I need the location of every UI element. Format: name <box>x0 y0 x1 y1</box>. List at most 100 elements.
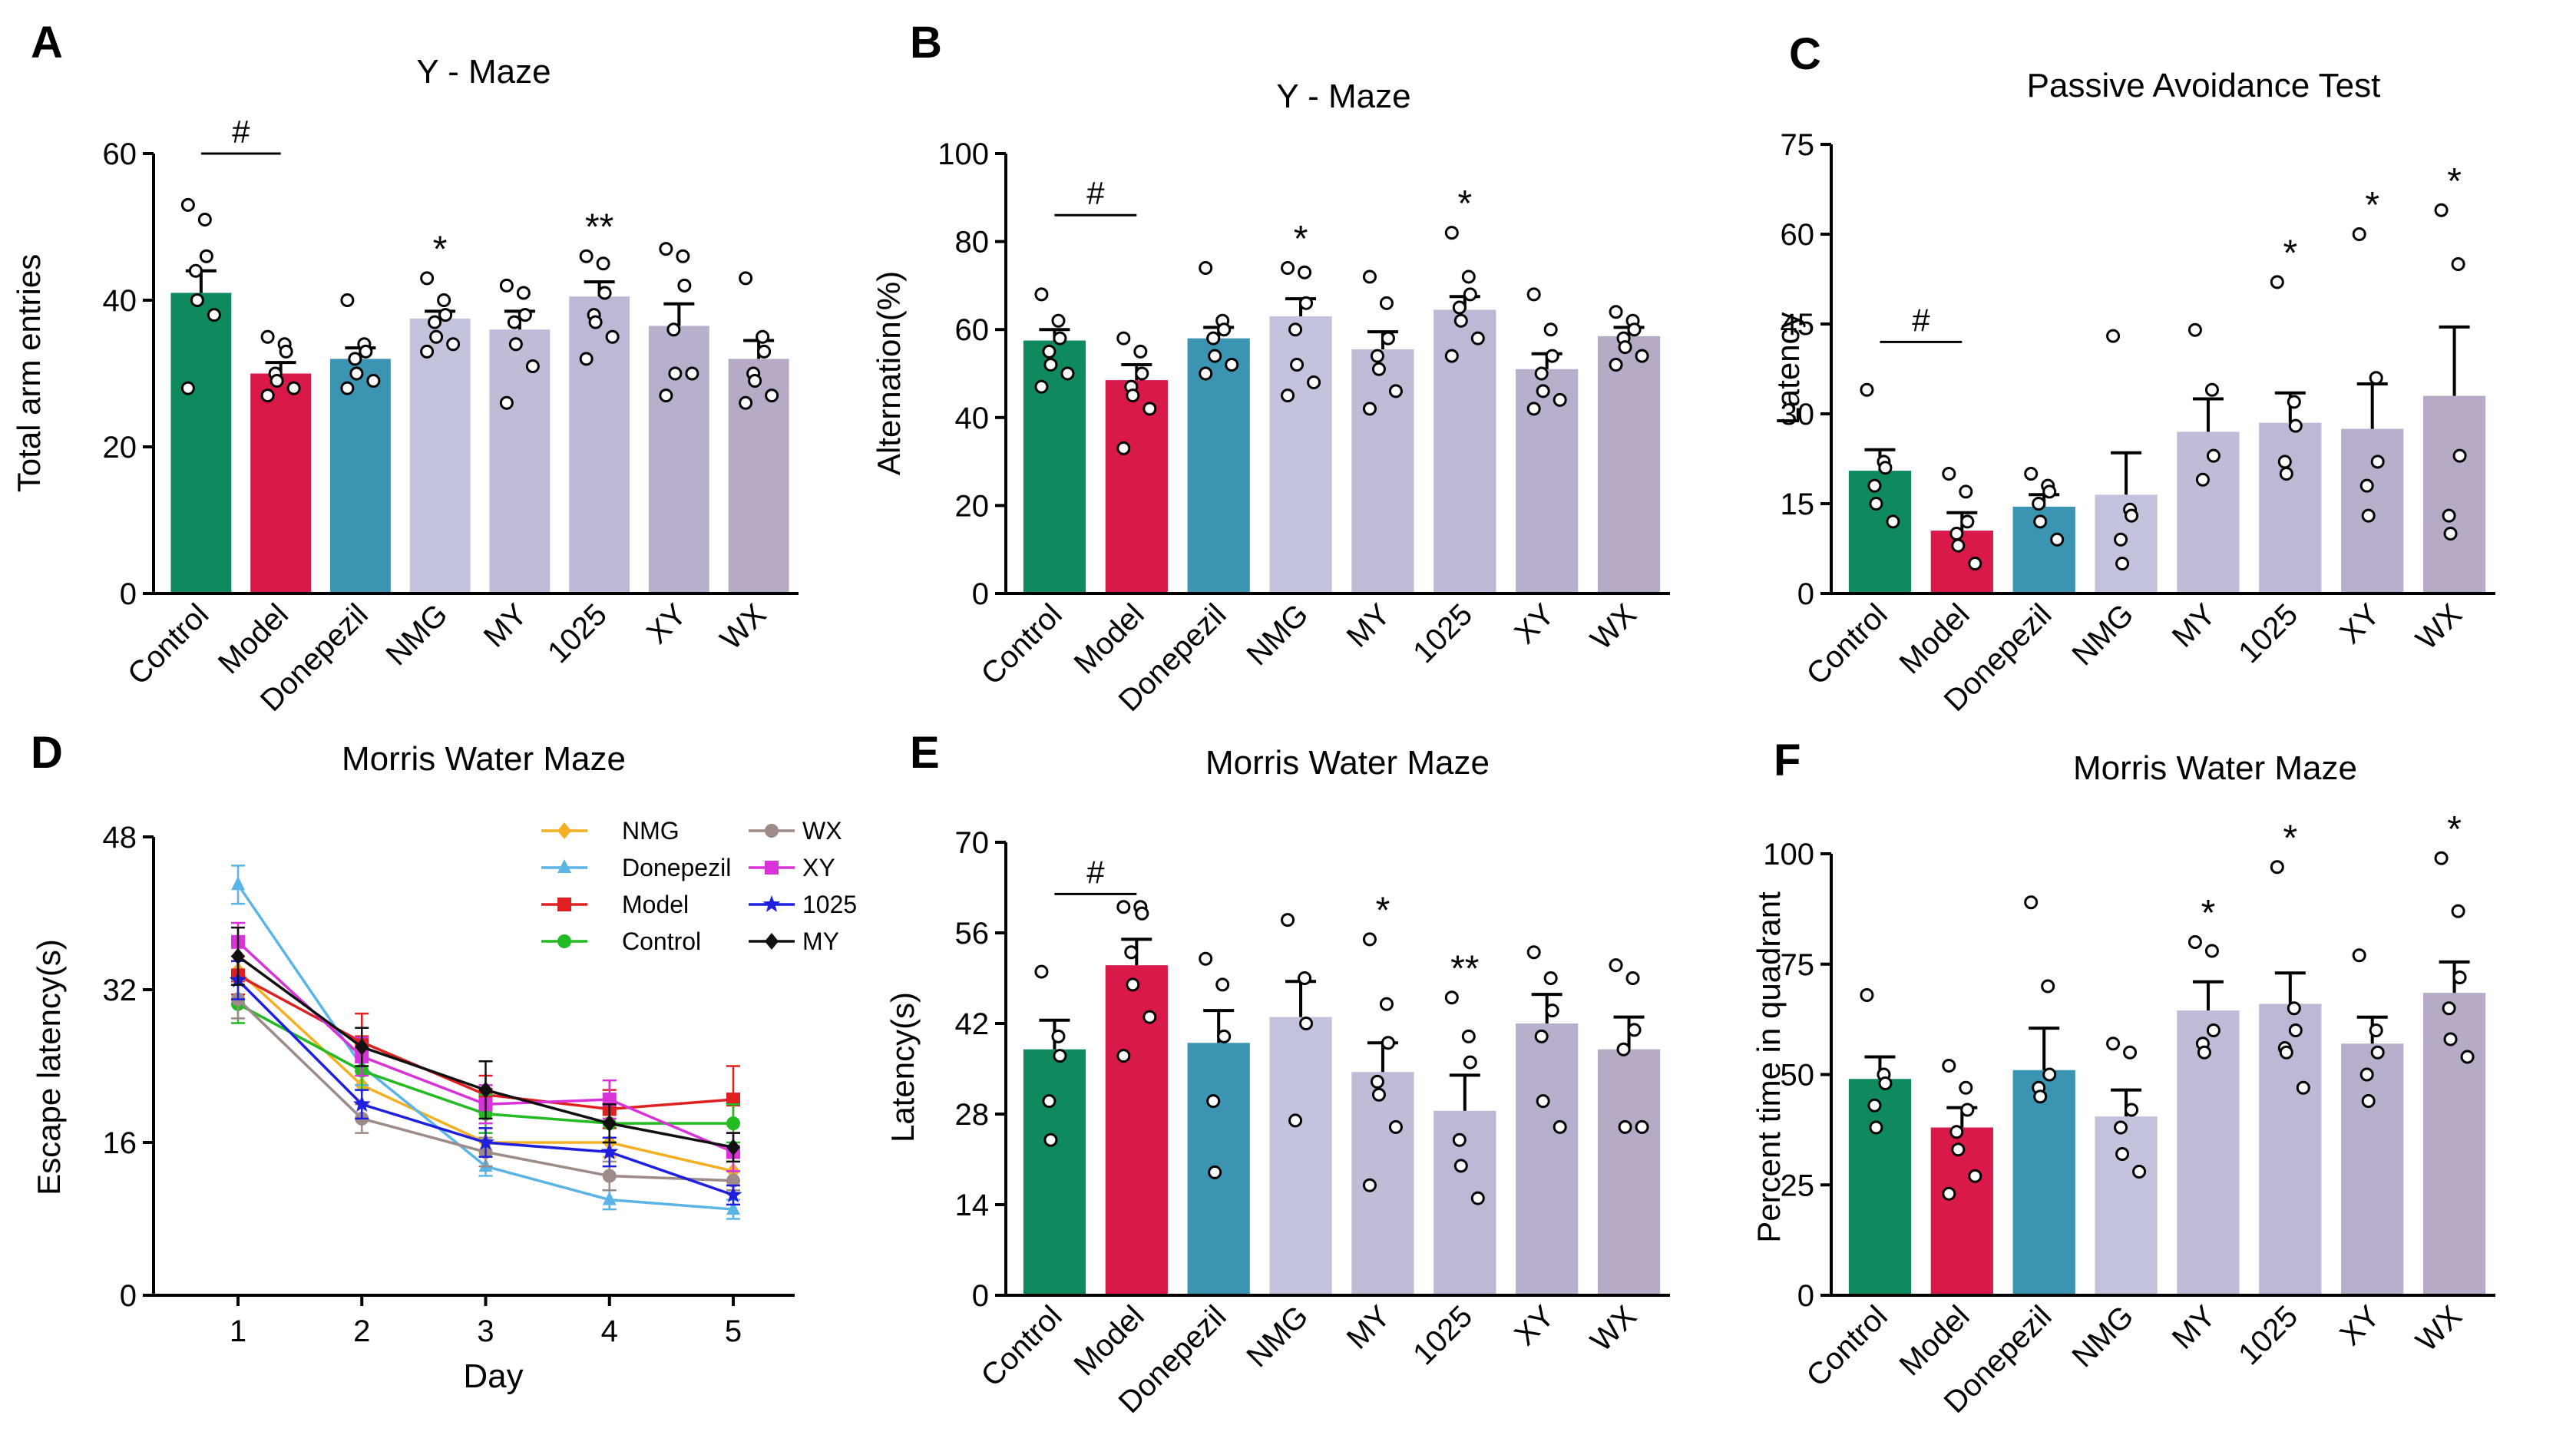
significance-star: * <box>2365 185 2379 226</box>
data-point <box>507 315 521 329</box>
y-tick-label: 100 <box>1763 838 1814 871</box>
data-point <box>1869 497 1883 511</box>
bar-xy <box>2341 1043 2404 1294</box>
data-point <box>1053 331 1067 346</box>
data-point <box>188 263 203 278</box>
panel-A: A 0 20 40 60 Total arm entries Y - Maze Control… <box>11 18 799 718</box>
bar-donepezil <box>1187 338 1250 592</box>
data-point <box>2370 455 2385 469</box>
data-point <box>2369 371 2383 385</box>
data-point <box>348 352 362 366</box>
data-point <box>1371 1087 1386 1102</box>
data-point <box>1116 331 1131 346</box>
significance-star: * <box>2201 893 2216 934</box>
x-tick-label: MY <box>2166 597 2223 654</box>
x-tick-label: MY <box>478 597 534 654</box>
data-point <box>1217 1029 1232 1043</box>
data-point <box>420 344 435 359</box>
significance-star: * <box>1376 890 1391 931</box>
bar-control <box>1023 1049 1086 1294</box>
marker-star <box>762 895 781 912</box>
legend-label: WX <box>802 817 842 845</box>
y-tick-label: 25 <box>1781 1169 1815 1202</box>
data-point <box>1290 358 1305 372</box>
bar-nmg <box>2095 1116 2158 1294</box>
data-point <box>1609 958 1623 973</box>
data-point <box>190 293 204 307</box>
data-point <box>597 286 612 300</box>
data-point <box>2460 1050 2475 1064</box>
y-axis-label: Escape latency(s) <box>31 939 67 1195</box>
data-point <box>1043 1132 1058 1147</box>
data-point <box>1951 1142 1966 1157</box>
panel-B: B 0 20 40 60 80 100 Alternation(%) Y - Maze Contr… <box>871 18 1670 718</box>
y-tick-label: 0 <box>120 1279 137 1313</box>
bar-1025 <box>2259 422 2322 592</box>
data-point <box>1886 514 1900 529</box>
bar-model <box>1105 380 1168 592</box>
data-point <box>1627 322 1642 337</box>
data-point <box>1860 382 1874 397</box>
y-tick-label: 15 <box>1781 488 1815 521</box>
data-point <box>1307 375 1321 389</box>
marker-diamond <box>602 1115 617 1132</box>
data-point <box>1553 392 1567 407</box>
data-point <box>1124 945 1139 960</box>
data-point <box>1116 1049 1131 1063</box>
data-point <box>1949 527 1964 541</box>
y-tick-label: 28 <box>955 1098 990 1132</box>
y-tick-label: 80 <box>955 226 990 260</box>
y-tick-label: 40 <box>103 284 137 318</box>
data-point <box>2187 935 2202 949</box>
data-point <box>518 308 532 322</box>
data-point <box>180 381 195 395</box>
x-tick-label: Control <box>975 1299 1069 1393</box>
y-tick-label: 42 <box>955 1007 990 1041</box>
data-point <box>2277 455 2292 469</box>
x-tick-label: NMG <box>379 597 454 672</box>
data-point <box>1534 1029 1549 1043</box>
bar-1025 <box>569 296 630 592</box>
data-point <box>2114 532 2128 547</box>
legend-label: Donepezil <box>622 854 731 881</box>
data-point <box>2452 970 2467 984</box>
bar-control <box>1023 340 1086 592</box>
marker-square <box>726 1093 740 1107</box>
y-tick-label: 0 <box>972 577 989 611</box>
data-point <box>1616 1042 1631 1056</box>
data-point <box>1543 322 1558 337</box>
data-point <box>2287 395 2301 409</box>
data-point <box>1867 1098 1882 1113</box>
data-point <box>1281 389 1295 403</box>
bar-my <box>1351 1072 1414 1294</box>
data-point <box>666 322 681 337</box>
data-point <box>2050 532 2065 547</box>
data-point <box>1217 322 1232 337</box>
data-point <box>685 366 699 381</box>
data-point <box>2434 851 2449 865</box>
marker-diamond <box>726 1139 740 1156</box>
data-point <box>359 344 373 359</box>
data-point <box>1609 358 1623 372</box>
bar-xy <box>1516 369 1579 592</box>
data-point <box>1199 951 1213 966</box>
data-point <box>1625 971 1640 985</box>
bar-donepezil <box>329 359 391 592</box>
x-tick-label: WX <box>714 597 773 656</box>
data-point <box>1206 1094 1221 1109</box>
data-point <box>270 374 284 389</box>
data-point <box>2033 1089 2048 1104</box>
data-point <box>1951 538 1966 553</box>
data-point <box>2434 203 2449 217</box>
panel-label: A <box>31 18 63 68</box>
data-point <box>1034 287 1049 302</box>
data-point <box>2279 1045 2293 1060</box>
data-point <box>2024 467 2039 481</box>
panel-label: E <box>910 728 940 778</box>
data-point <box>1942 1186 1956 1201</box>
x-tick-label: XY <box>2333 597 2386 650</box>
data-point <box>2442 508 2456 523</box>
significance-star: * <box>1457 184 1472 224</box>
x-tick-label: WX <box>2409 597 2469 656</box>
data-point <box>429 329 444 344</box>
